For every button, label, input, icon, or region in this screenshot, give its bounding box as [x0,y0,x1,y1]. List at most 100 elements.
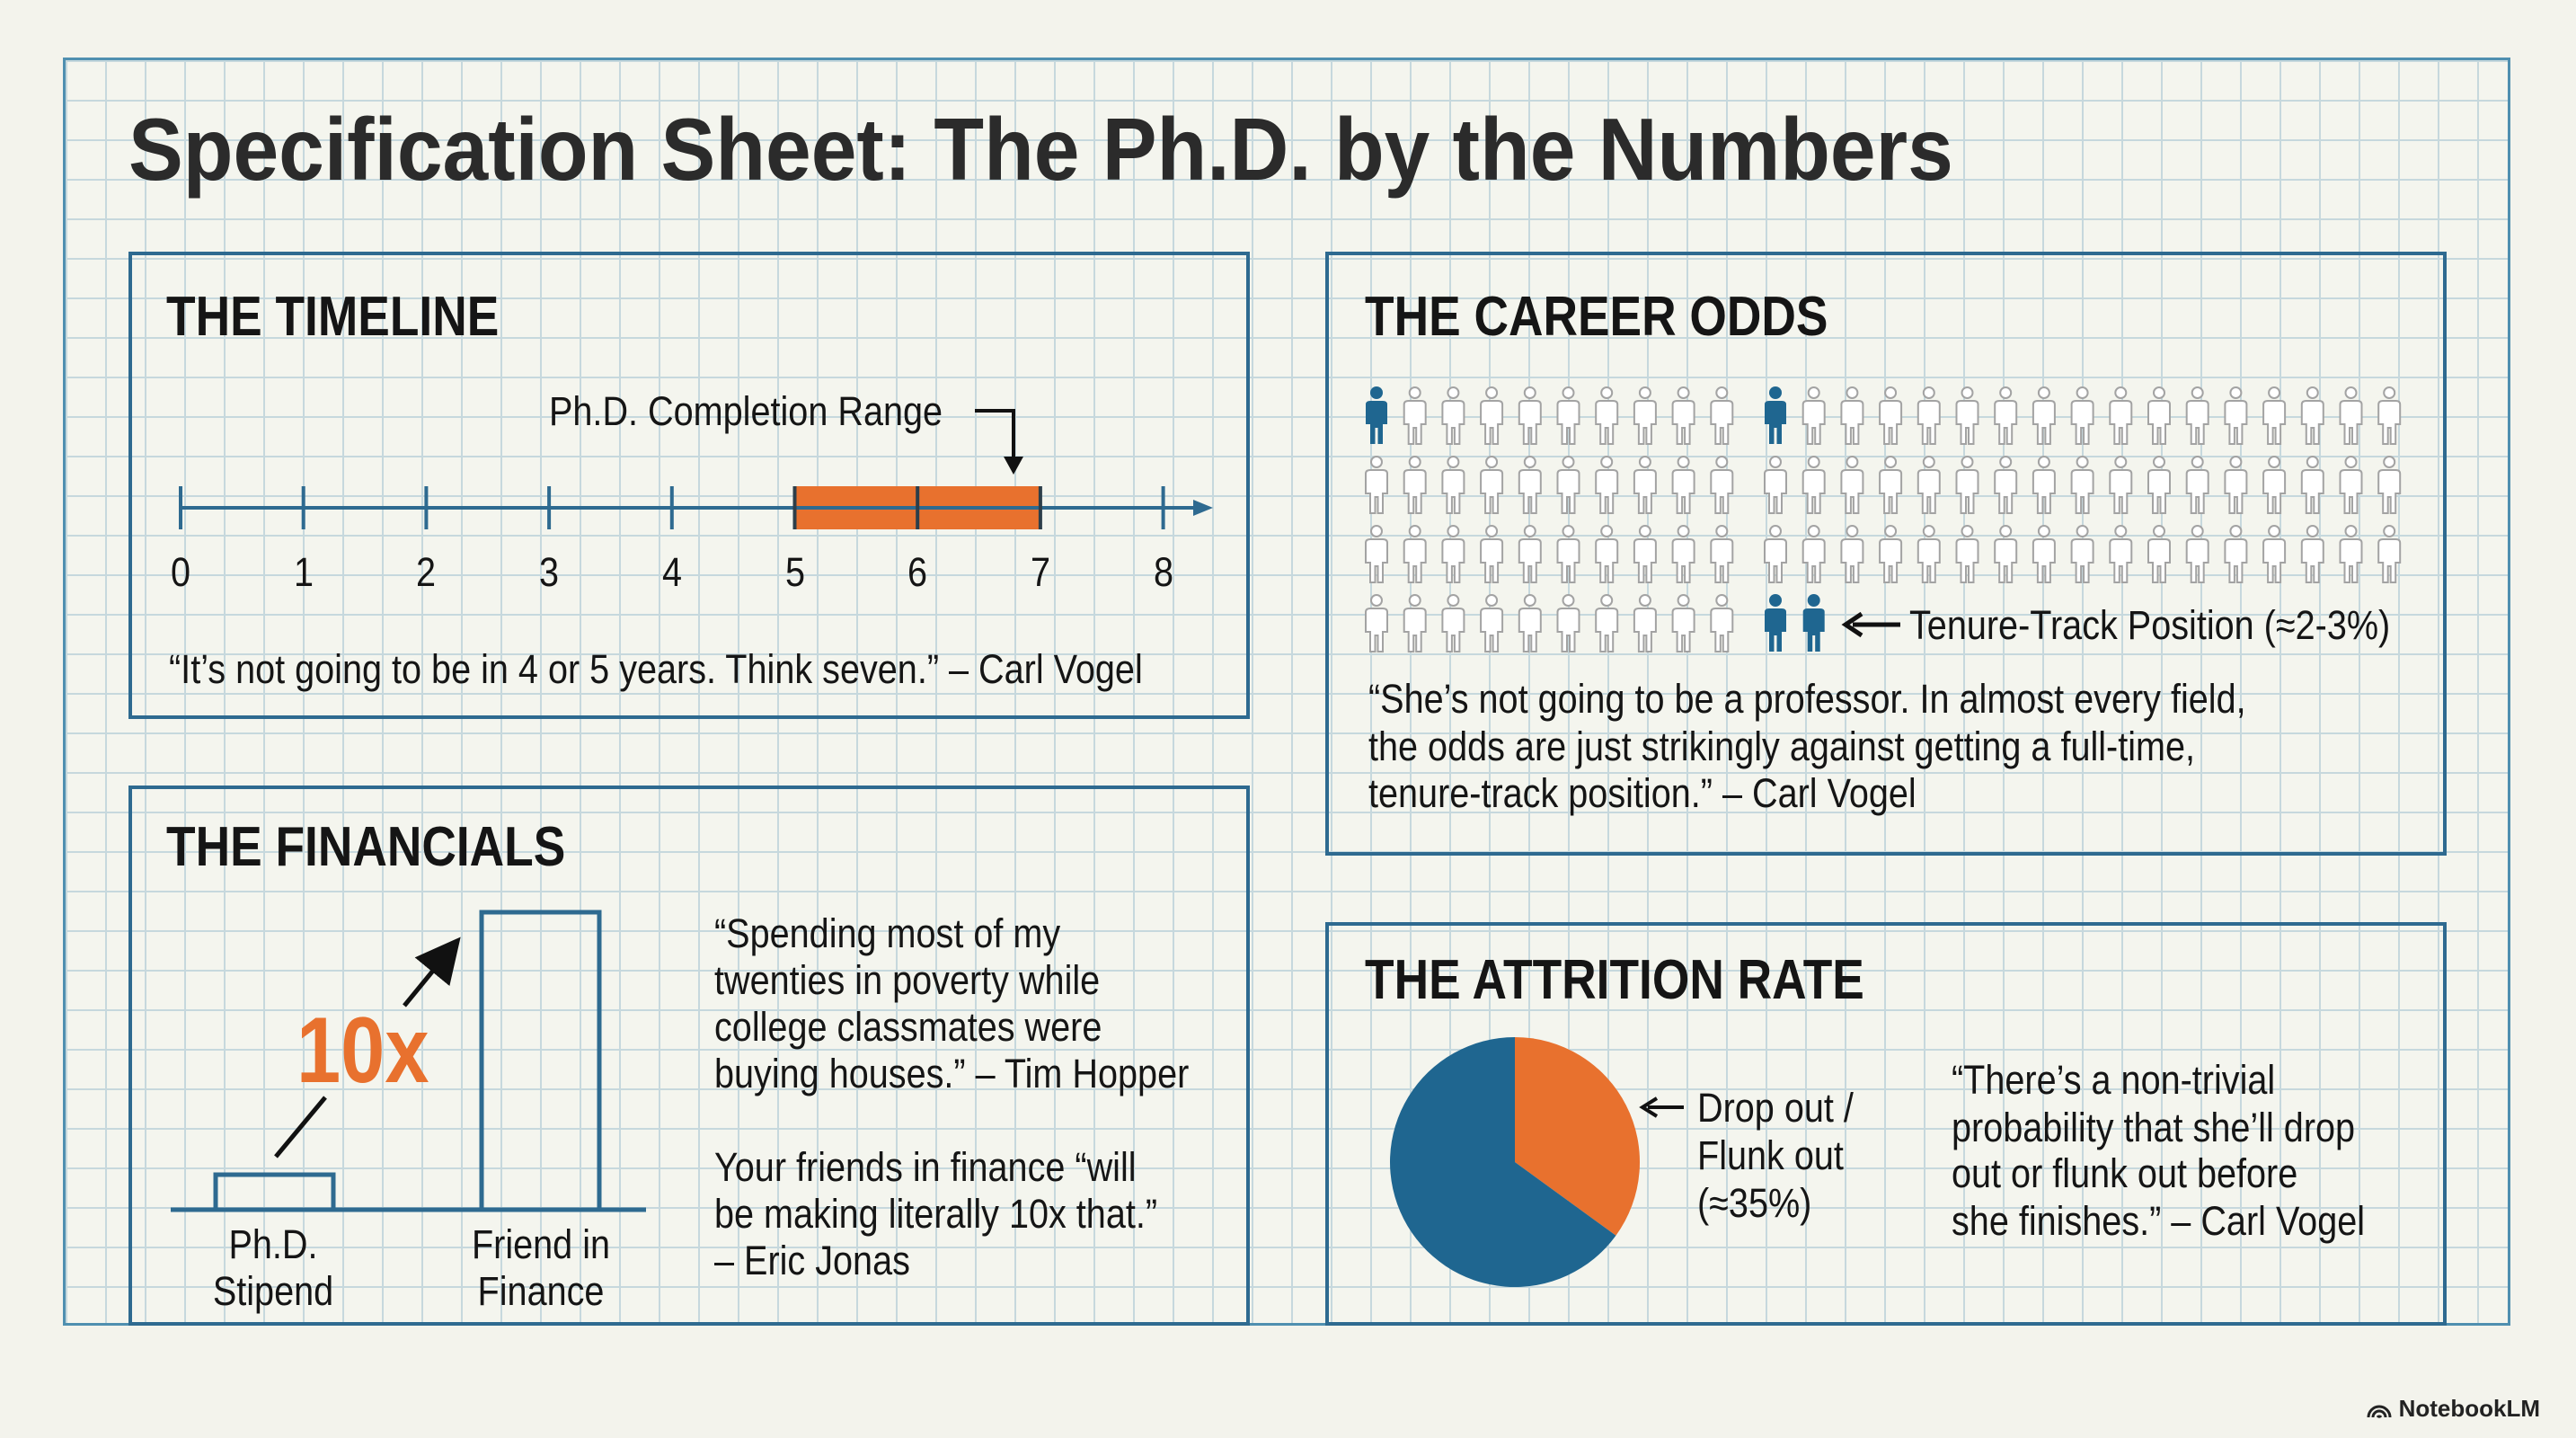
person-icon [2147,386,2171,445]
person-icon [1595,594,1619,652]
person-icon [1595,386,1619,445]
person-icon [1955,525,1979,583]
bar-label: Finance [477,1268,605,1314]
tick-label: 8 [1153,549,1173,595]
person-icon [2224,386,2248,445]
person-icon [1710,456,1734,514]
person-icon [2300,386,2324,445]
attrition-panel [1325,922,2447,1326]
person-icon [1365,456,1388,514]
person-icon [1441,525,1465,583]
person-icon [2147,525,2171,583]
person-icon [2224,525,2248,583]
tick-label: 2 [416,549,437,595]
person-icon [2377,456,2402,514]
highlighted-person-icon [1802,594,1825,652]
quote-line: college classmates were [714,1004,1102,1050]
person-icon [1955,456,1979,514]
person-icon [1840,456,1864,514]
person-icon [2339,525,2363,583]
person-icon [2032,386,2056,445]
person-icon [2300,456,2324,514]
person-icon [1840,525,1864,583]
person-icon [1480,386,1504,445]
person-icon [1556,594,1580,652]
tick-label: 4 [661,549,682,595]
arrow-line-lower [274,1096,327,1158]
timeline-panel [128,252,1250,719]
financials-panel [128,786,1250,1326]
person-icon [1365,525,1388,583]
highlighted-person-icon [1765,386,1786,444]
bar-friend-in-finance [479,910,602,1212]
notebooklm-icon [2367,1405,2392,1418]
person-icon [2032,456,2056,514]
person-icon [2109,525,2133,583]
quote-line: “She’s not going to be a professor. In a… [1368,676,2246,722]
person-icon [1403,386,1427,445]
highlighted-person-icon [1366,386,1387,444]
person-icon [1403,594,1427,652]
quote-line: probability that she’ll drop [1952,1105,2356,1150]
person-icon [1917,456,1941,514]
bar-phd-stipend [213,1172,336,1212]
person-icon [1480,594,1504,652]
person-icon [1633,594,1657,652]
person-icon [1840,386,1864,445]
person-icon [2262,386,2287,445]
person-icon [1403,456,1427,514]
person-icon [1710,594,1734,652]
person-icon [1633,525,1657,583]
pie-slice-dropout [1515,1037,1641,1236]
person-icon [1917,525,1941,583]
attrition-heading: THE ATTRITION RATE [1365,949,1864,1011]
person-icon [1441,456,1465,514]
quote-line: be making literally 10x that.” [714,1191,1158,1237]
grid-paper-frame [63,58,2510,1326]
person-icon [1710,386,1734,445]
bar-label: Stipend [212,1268,334,1314]
person-icon [1801,456,1826,514]
person-icon [1764,525,1787,583]
person-icon [1556,386,1580,445]
tick-label: 6 [907,549,928,595]
person-icon [1879,525,1903,583]
person-icon [1994,456,2018,514]
tick-label: 3 [539,549,560,595]
pie-label-line: Flunk out [1697,1132,1844,1178]
person-icon [1801,525,1826,583]
quote-line: the odds are just strikingly against get… [1368,723,2196,769]
person-icon [1556,456,1580,514]
person-icon [1671,525,1695,583]
career-heading: THE CAREER ODDS [1365,286,1828,348]
quote-line: buying houses.” – Tim Hopper [714,1051,1190,1096]
pie-label-line: Drop out / [1697,1085,1854,1131]
quote-line: out or flunk out before [1952,1150,2298,1196]
person-icon [1633,456,1657,514]
person-icon [2377,525,2402,583]
bar-label: Ph.D. [228,1221,318,1267]
person-icon [2339,456,2363,514]
tenure-track-label: Tenure-Track Position (≈2-3%) [1909,602,2391,648]
person-icon [1595,525,1619,583]
person-icon [1994,525,2018,583]
range-arrow-icon [1004,457,1023,475]
quote-line: – Eric Jonas [714,1238,910,1283]
person-icon [2262,456,2287,514]
bar-label: Friend in [471,1221,611,1267]
multiplier-label: 10x [297,999,429,1103]
person-icon [1633,386,1657,445]
quote-line: twenties in poverty while [714,957,1101,1003]
range-pointer-line [975,409,1015,463]
notebooklm-logo: NotebookLM [2367,1395,2540,1423]
tick-label: 1 [293,549,314,595]
person-icon [1480,456,1504,514]
career-panel [1325,252,2447,856]
person-icon [2070,456,2094,514]
person-icon [1441,386,1465,445]
person-icon [1671,386,1695,445]
person-icon [2377,386,2402,445]
person-icon [1518,525,1542,583]
